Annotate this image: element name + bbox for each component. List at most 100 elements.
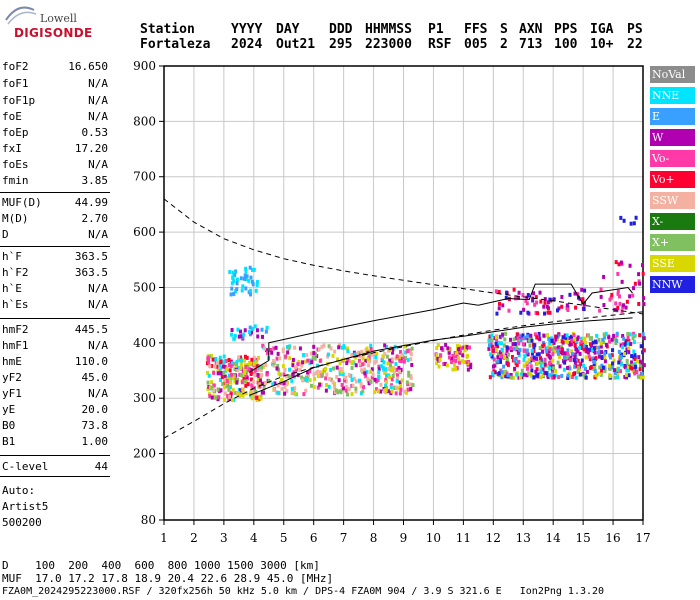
echo-point [527, 371, 531, 376]
echo-point [267, 379, 271, 384]
echo-point [460, 359, 464, 364]
echo-point [256, 380, 260, 385]
param-value: 110.0 [74, 355, 108, 368]
echo-point [577, 365, 581, 370]
echo-point [530, 338, 534, 343]
echo-point [281, 364, 285, 369]
header-label-11: PS [627, 22, 643, 37]
echo-point [229, 364, 233, 369]
echo-point [616, 366, 620, 371]
echo-point [272, 346, 276, 351]
echo-point [364, 358, 368, 363]
y-tick-label: 80 [141, 513, 156, 527]
echo-point [555, 334, 559, 339]
echo-point [249, 288, 253, 293]
echo-point [632, 349, 636, 354]
param-value: N/A [88, 298, 108, 311]
y-tick-label: 300 [133, 391, 156, 405]
echo-point [258, 365, 262, 370]
echo-point [491, 348, 495, 353]
echo-point [443, 362, 447, 367]
echo-point [389, 365, 393, 370]
echo-point [515, 332, 519, 337]
echo-point [534, 369, 538, 374]
echo-point [578, 351, 582, 356]
echo-point [578, 346, 582, 351]
echo-point [622, 351, 626, 356]
echo-point [242, 376, 246, 381]
echo-point [569, 358, 573, 363]
echo-point [600, 350, 604, 355]
echo-point [312, 351, 316, 356]
echo-point [240, 380, 244, 385]
param-name: yF2 [2, 371, 22, 384]
echo-point [251, 393, 255, 398]
echo-point [373, 390, 377, 395]
echo-point [272, 387, 276, 392]
echo-point [616, 305, 620, 310]
echo-point [395, 379, 399, 384]
echo-point [593, 350, 597, 355]
param-value: 0.53 [81, 126, 109, 139]
echo-point [581, 297, 585, 302]
echo-point [451, 353, 455, 358]
echo-point [621, 342, 625, 347]
echo-point [639, 375, 643, 380]
echo-point [615, 338, 619, 343]
x-tick-label: 16 [605, 531, 620, 545]
echo-point [244, 383, 248, 388]
echo-point [249, 361, 253, 366]
echo-point [370, 367, 374, 372]
echo-point [435, 346, 439, 351]
echo-point [292, 370, 296, 375]
echo-point [383, 352, 387, 357]
echo-point [623, 365, 627, 370]
echo-point [602, 340, 606, 345]
echo-point [434, 356, 438, 361]
echo-point [329, 346, 333, 351]
echo-point [373, 377, 377, 382]
param-name: D [2, 228, 9, 241]
x-tick-label: 4 [250, 531, 258, 545]
echo-point [244, 379, 248, 384]
echo-point [360, 349, 364, 354]
echo-point [548, 310, 552, 315]
echo-point [362, 352, 366, 357]
echo-point [403, 344, 407, 349]
echo-point [612, 368, 616, 373]
echo-point [588, 357, 592, 362]
echo-point [392, 370, 396, 375]
echo-point [616, 375, 620, 380]
echo-point [342, 386, 346, 391]
echo-point [328, 376, 332, 381]
echo-point [317, 347, 321, 352]
echo-point [283, 391, 287, 396]
echo-point [231, 270, 235, 275]
echo-point [290, 386, 294, 391]
echo-point [627, 338, 631, 343]
echo-point [438, 358, 442, 363]
echo-point [225, 379, 229, 384]
param-name: foEp [2, 126, 29, 139]
echo-point [260, 372, 264, 377]
distance-row: D 100 200 400 600 800 1000 1500 3000 [km… [2, 559, 320, 572]
echo-point [254, 288, 258, 293]
echo-point [566, 307, 570, 312]
echo-point [458, 360, 462, 365]
header-label-2: DAY [276, 22, 300, 37]
logo-arc [5, 6, 37, 25]
header-value-2: Out21 [276, 37, 316, 52]
echo-point [598, 371, 602, 376]
echo-point [512, 337, 516, 342]
echo-point [540, 344, 544, 349]
echo-point [314, 370, 318, 375]
echo-point [316, 385, 320, 390]
echo-point [274, 345, 278, 350]
echo-point [389, 385, 393, 390]
echo-point [387, 366, 391, 371]
echo-point [556, 337, 560, 342]
echo-point [220, 375, 224, 380]
echo-point [313, 356, 317, 361]
echo-point [239, 362, 243, 367]
echo-point [227, 397, 231, 402]
